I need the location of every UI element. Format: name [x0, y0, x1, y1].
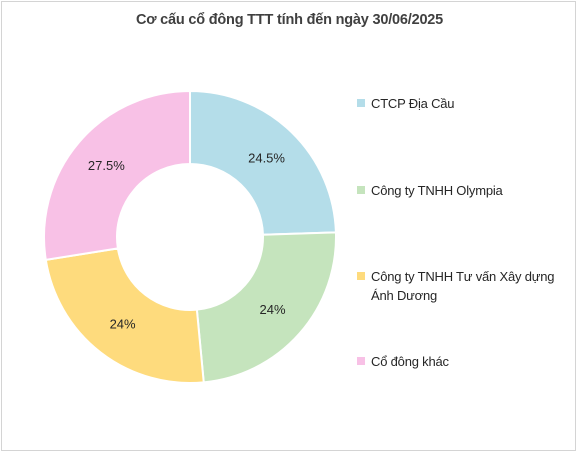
donut-slice [189, 89, 337, 236]
slice-data-label: 24% [110, 316, 136, 331]
legend-swatch [357, 272, 365, 280]
legend-label: CTCP Địa Cầu [371, 96, 455, 111]
legend-label: Công ty TNHH Tư vấn Xây dựng Ánh Dương [371, 269, 555, 303]
donut-slice [195, 231, 337, 384]
slice-data-label: 24% [259, 302, 285, 317]
slice-data-label: 24.5% [248, 151, 285, 166]
chart-title: Cơ cấu cổ đông TTT tính đến ngày 30/06/2… [135, 12, 444, 28]
donut-slice [44, 247, 205, 384]
legend-swatch [357, 186, 365, 194]
slice-data-label: 27.5% [88, 158, 125, 173]
legend-swatch [357, 357, 365, 365]
legend-swatch [357, 99, 365, 107]
legend-label: Công ty TNHH Olympia [371, 183, 503, 198]
donut-slice [43, 89, 191, 261]
legend-label: Cổ đông khác [371, 354, 449, 369]
